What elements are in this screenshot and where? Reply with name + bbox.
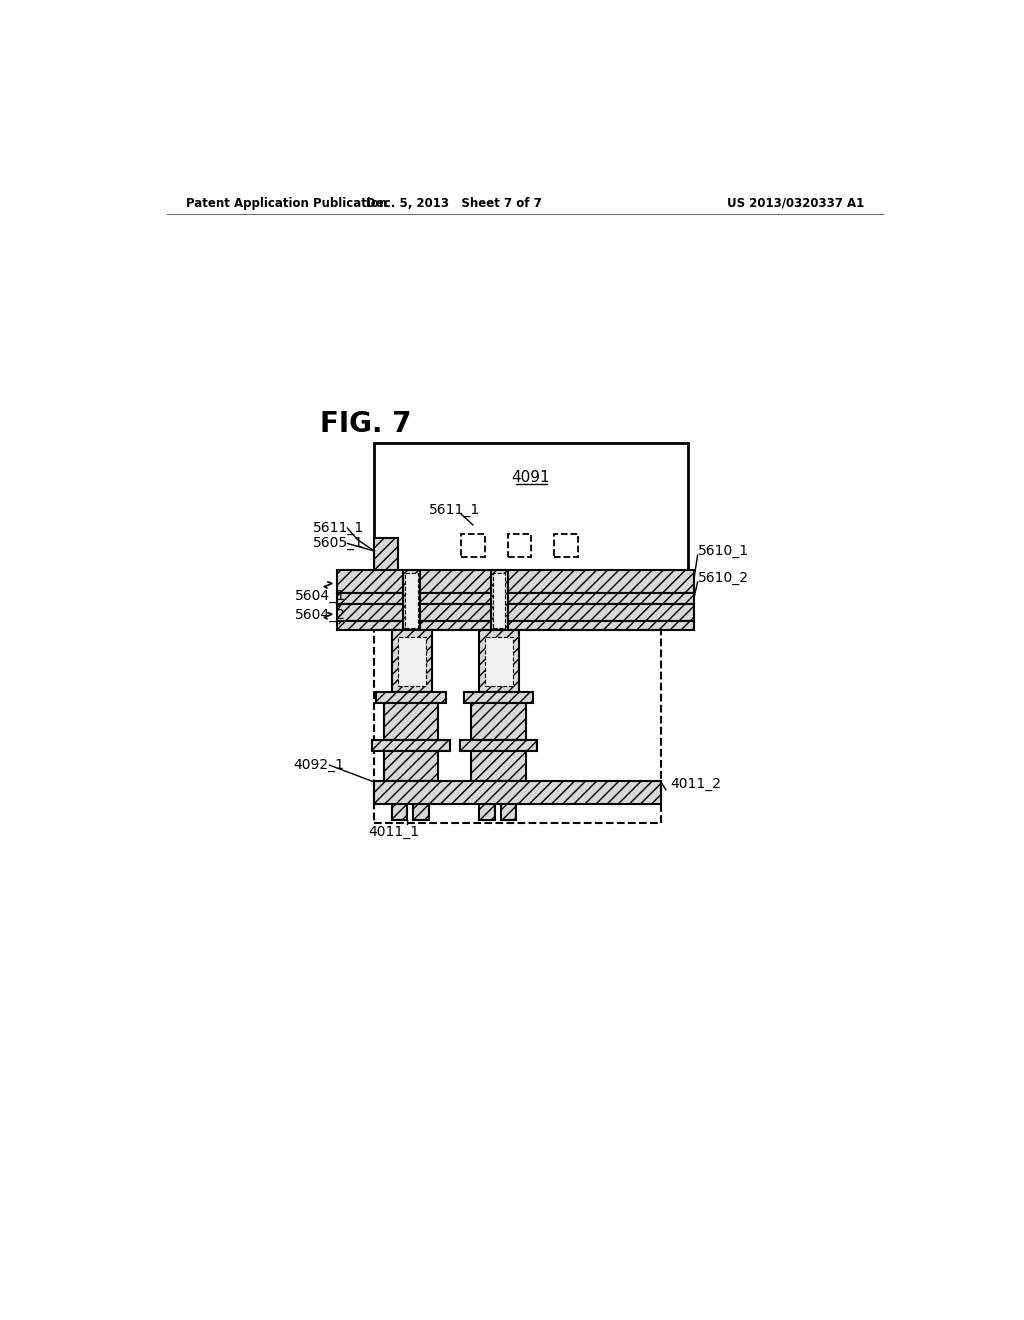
Text: 5610_2: 5610_2 <box>697 572 749 585</box>
Text: 5611_1: 5611_1 <box>312 521 364 535</box>
Text: 5605_1: 5605_1 <box>312 536 364 550</box>
Bar <box>403 570 420 631</box>
Bar <box>375 444 687 572</box>
Text: US 2013/0320337 A1: US 2013/0320337 A1 <box>727 197 864 210</box>
Bar <box>397 636 426 686</box>
Bar <box>391 781 407 820</box>
Bar <box>337 622 693 631</box>
Bar <box>471 751 525 781</box>
Text: 4091: 4091 <box>512 470 550 486</box>
Bar <box>337 605 693 622</box>
Bar <box>479 631 519 692</box>
Bar <box>375 781 662 804</box>
Bar <box>337 594 693 605</box>
Bar <box>471 702 525 739</box>
Bar <box>485 636 513 686</box>
Bar <box>384 751 438 781</box>
Bar <box>375 539 397 572</box>
Bar <box>372 739 450 751</box>
Text: 5604_1: 5604_1 <box>295 589 346 603</box>
Bar <box>501 781 516 820</box>
Text: 4011_1: 4011_1 <box>369 825 420 840</box>
Bar <box>554 535 578 557</box>
Bar <box>391 631 432 692</box>
Text: FIG. 7: FIG. 7 <box>321 411 412 438</box>
Bar <box>375 631 662 822</box>
Bar <box>490 570 508 631</box>
Bar <box>384 702 438 739</box>
Bar <box>406 573 418 628</box>
Bar <box>479 781 495 820</box>
Bar <box>464 692 534 702</box>
Text: Dec. 5, 2013   Sheet 7 of 7: Dec. 5, 2013 Sheet 7 of 7 <box>366 197 542 210</box>
Bar <box>460 739 538 751</box>
Text: 4092_1: 4092_1 <box>293 758 344 772</box>
Text: 5610_1: 5610_1 <box>697 544 749 558</box>
Text: 4011_2: 4011_2 <box>671 776 722 791</box>
Text: 5611_1: 5611_1 <box>429 503 480 516</box>
Bar <box>414 781 429 820</box>
Bar <box>376 692 445 702</box>
Bar <box>493 573 506 628</box>
Text: 5604_2: 5604_2 <box>295 609 345 622</box>
Bar <box>461 535 484 557</box>
Bar <box>337 570 693 594</box>
Text: Patent Application Publication: Patent Application Publication <box>186 197 387 210</box>
Bar <box>508 535 531 557</box>
